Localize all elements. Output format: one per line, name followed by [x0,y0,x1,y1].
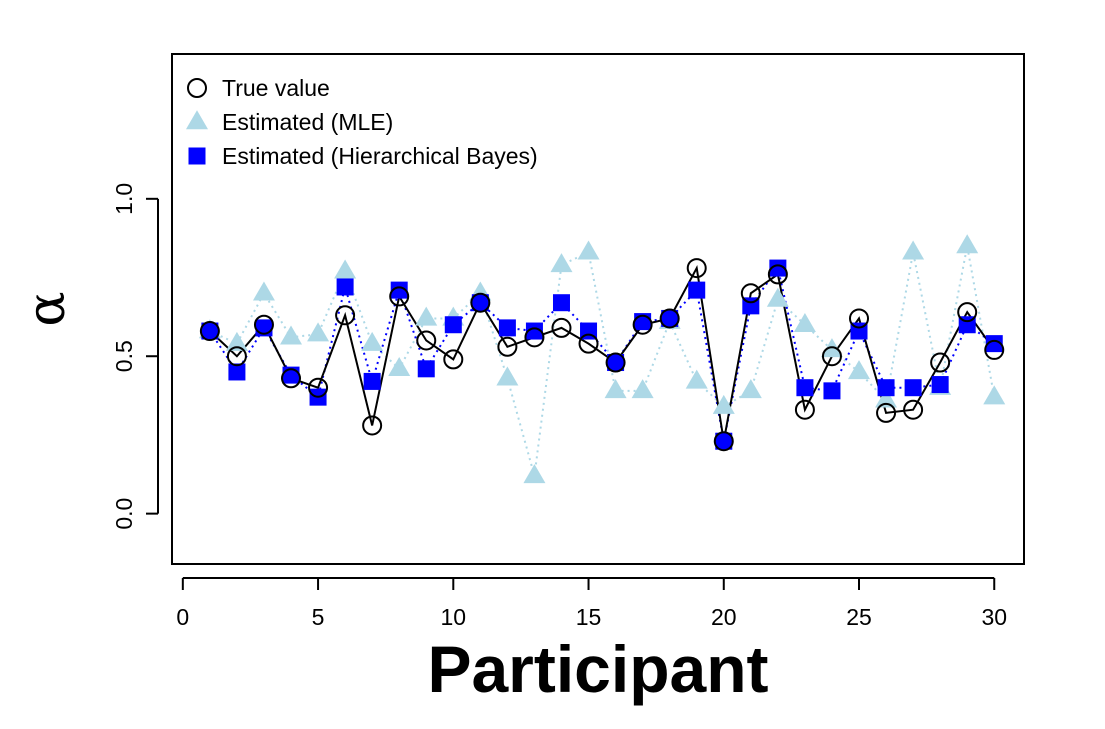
y-axis-title: α [17,291,77,326]
series-2-point [904,379,922,397]
legend-label: Estimated (MLE) [222,109,393,135]
series-0-point [497,336,518,357]
series-1-point [280,325,303,345]
series-2-point [525,322,543,340]
series-2-point [607,354,625,372]
series-0-point [578,333,599,354]
y-tick-label: 1.0 [111,183,137,215]
y-tick-label: 0.0 [111,498,137,530]
series-1-point [550,253,573,273]
series-0-point [713,431,734,452]
series-1-point [712,394,735,414]
series-2-point [661,309,679,327]
series-2-point [390,281,408,299]
series-2-point [552,294,570,312]
series-0-point [821,346,842,367]
series-0-point [957,302,978,323]
series-1-point [307,322,330,342]
series-2-point [931,376,949,394]
series-2-point [471,294,489,312]
series-1-point [415,306,438,326]
series-0-point [740,283,761,304]
series-2-point [985,335,1003,353]
plot-frame [171,53,1025,565]
series-1-point [388,357,411,377]
legend-label: True value [222,75,330,101]
series-2-point [823,382,841,400]
series-0-point [416,330,437,351]
series-1-point [523,464,546,484]
series-1-point [252,281,275,301]
series-2-point [796,379,814,397]
x-tick-label: 20 [711,604,737,630]
series-1-point [766,287,789,307]
series-2-point [417,360,435,378]
legend-marker [186,110,208,130]
series-1-point [739,379,762,399]
series-0-point [686,258,707,279]
series-0-point [551,317,572,338]
x-tick-label: 10 [440,604,466,630]
series-1-point [577,240,600,260]
series-0-point [794,399,815,420]
legend-label: Estimated (Hierarchical Bayes) [222,143,538,169]
series-2-point [715,432,733,450]
series-0-point [767,264,788,285]
series-1-point [361,331,384,351]
legend-marker [188,147,206,165]
series-0-point [308,377,329,398]
series-0-point [199,321,220,342]
series-0-point [524,327,545,348]
x-tick-label: 5 [312,604,325,630]
series-1-point [631,379,654,399]
series-0-point [605,352,626,373]
series-1-point [793,312,816,332]
legend-marker [187,78,207,98]
series-1-point [604,379,627,399]
series-2-point [877,379,895,397]
series-line-2 [209,265,995,442]
series-0-point [281,368,302,389]
x-tick-label: 30 [981,604,1007,630]
series-0-point [443,349,464,370]
series-1-point [902,240,925,260]
series-2-point [336,278,354,296]
series-1-point [848,360,871,380]
series-2-point [201,322,219,340]
series-0-point [876,402,897,423]
series-0-point [930,352,951,373]
series-0-point [362,415,383,436]
series-0-point [335,305,356,326]
series-2-point [444,316,462,334]
series-0-point [253,314,274,335]
series-0-point [984,339,1005,360]
series-1-point [875,388,898,408]
series-0-point [389,286,410,307]
series-2-point [228,363,246,381]
series-1-point [956,234,979,254]
series-0-point [470,292,491,313]
series-1-point [685,369,708,389]
series-0-point [849,308,870,329]
series-1-point [496,366,519,386]
x-axis-title: Participant [427,632,768,706]
series-1-point [983,385,1006,405]
series-1-point [334,259,357,279]
series-0-point [632,314,653,335]
x-tick-label: 25 [846,604,872,630]
series-0-point [903,399,924,420]
x-tick-label: 15 [576,604,602,630]
series-2-point [688,281,706,299]
series-2-point [769,259,787,277]
series-0-point [226,346,247,367]
series-1-point [225,331,248,351]
series-2-point [363,372,381,390]
y-tick-label: 0.5 [111,340,137,372]
x-tick-label: 0 [176,604,189,630]
series-2-point [498,319,516,337]
series-0-point [659,308,680,329]
